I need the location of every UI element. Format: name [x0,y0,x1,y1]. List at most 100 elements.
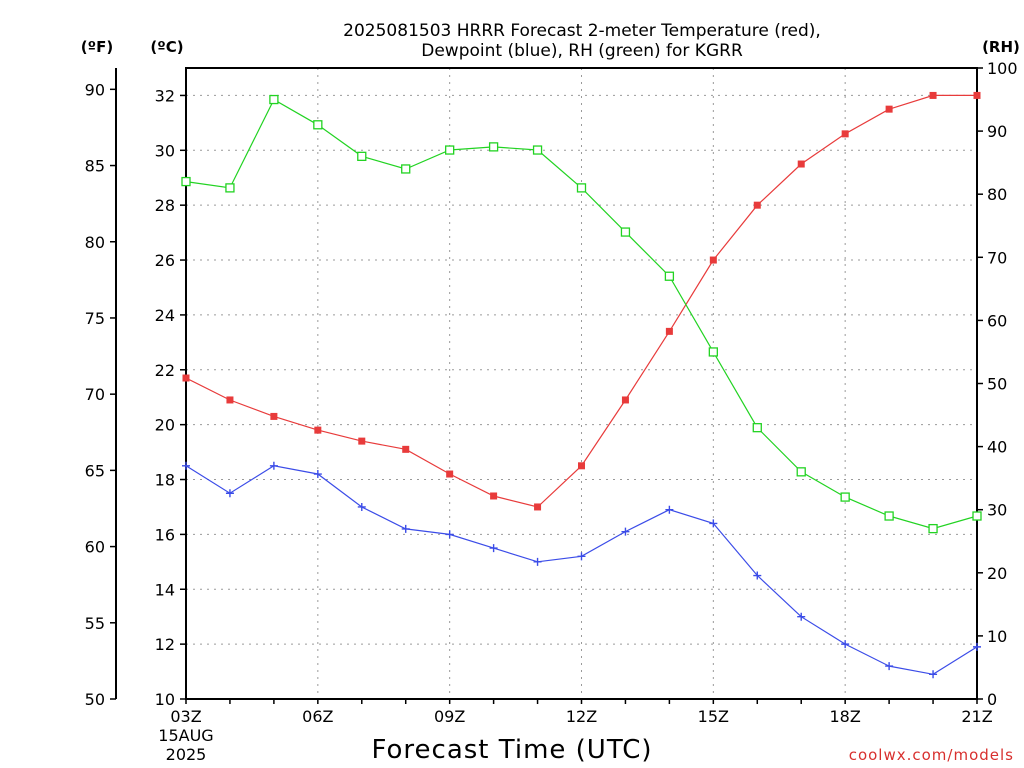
celsius-tick-label: 20 [155,416,175,435]
temperature-point [578,462,585,470]
fahrenheit-tick-label: 80 [85,233,105,252]
dewpoint-point [665,505,674,514]
temperature-point [358,437,366,445]
dewpoint-point [225,489,234,498]
dewpoint-point [621,527,630,536]
rh-point [181,176,191,187]
rh-tick-label: 30 [987,501,1007,520]
chart-title-line-1: 2025081503 HRRR Forecast 2-meter Tempera… [343,21,821,41]
temperature-point [753,201,761,209]
temperature-point [534,503,542,511]
dewpoint-point [885,662,894,671]
credit-link[interactable]: coolwx.com/models [849,746,1014,764]
temperature-point [709,256,717,264]
rh-point [488,142,499,152]
dewpoint-point [445,530,454,539]
celsius-tick-label: 24 [155,306,175,325]
temperature-point [490,492,498,500]
fahrenheit-tick-label: 75 [85,309,105,328]
dewpoint-point [313,470,322,479]
x-start-date-label: 15AUG [158,726,213,745]
x-tick-label: 12Z [566,707,597,726]
rh-point [884,511,894,521]
rh-point [357,151,367,161]
dewpoint-point [753,571,762,580]
rh-tick-label: 10 [987,627,1007,646]
x-tick-label: 15Z [698,707,729,726]
rh-tick-label: 100 [987,59,1018,78]
rh-tick-label: 0 [987,690,997,709]
tick-labels: 10 12 14 16 18 20 22 24 26 28 30 32 50 55 60 65 70 75 80 85… [85,59,1018,726]
dewpoint-point [533,557,542,566]
dewpoint-point [797,612,806,621]
dewpoint-point [489,544,498,553]
rh-point [532,145,543,155]
dewpoint-point [709,519,718,528]
rh-tick-label: 20 [987,564,1007,583]
rh-tick-label: 40 [987,438,1007,457]
rh-point [796,467,806,477]
axes [110,67,983,704]
temperature-point [446,470,454,478]
temperature-point [314,426,322,434]
fahrenheit-tick-label: 70 [85,385,105,404]
temperature-point [402,445,410,453]
fahrenheit-tick-label: 50 [85,690,105,709]
temperature-point [885,105,893,113]
rh-point [445,145,455,155]
x-axis-title: Forecast Time (UTC) [371,735,652,765]
rh-unit-label: (RH) [982,38,1020,56]
temperature-point [621,396,629,404]
data-series [181,91,982,679]
temperature-point [841,130,849,138]
temperature-point [929,91,937,99]
rh-point [269,94,279,105]
celsius-tick-label: 16 [155,525,175,544]
chart-title: 2025081503 HRRR Forecast 2-meter Tempera… [343,21,821,61]
rh-point [225,183,235,193]
rh-point [928,523,938,534]
temperature-point [270,412,278,420]
dewpoint-point [577,552,586,561]
rh-point [313,120,323,130]
temperature-point [973,91,981,99]
celsius-unit-label: (ºC) [150,38,183,56]
temperature-series-line [185,94,977,508]
celsius-tick-label: 18 [155,471,175,490]
x-tick-label: 09Z [434,707,465,726]
celsius-tick-label: 14 [155,580,175,599]
fahrenheit-tick-label: 90 [85,80,105,99]
gridlines [186,68,977,699]
x-tick-label: 06Z [302,707,333,726]
temperature-point [226,396,234,404]
rh-point [576,183,587,193]
rh-point [664,271,675,281]
rh-tick-label: 70 [987,248,1007,267]
rh-point [972,511,982,521]
dewpoint-point [841,640,850,649]
dewpoint-point [973,642,981,651]
x-tick-label: 03Z [170,707,201,726]
celsius-tick-label: 26 [155,251,175,270]
x-start-year-label: 2025 [166,745,207,764]
fahrenheit-unit-label: (ºF) [81,38,113,56]
temperature-point [797,160,805,168]
celsius-tick-label: 10 [155,690,175,709]
dewpoint-point [269,461,278,470]
rh-point [708,347,718,357]
x-tick-label: 21Z [961,707,992,726]
dewpoint-point [401,524,410,533]
rh-point [840,492,850,502]
rh-tick-label: 60 [987,311,1007,330]
temperature-point [665,327,673,335]
fahrenheit-tick-label: 60 [85,538,105,557]
celsius-tick-label: 12 [155,635,175,654]
temperature-point [182,374,190,382]
celsius-tick-label: 28 [155,196,175,215]
celsius-tick-label: 30 [155,141,175,160]
rh-tick-label: 90 [987,122,1007,141]
rh-point [752,423,762,433]
celsius-tick-label: 22 [155,361,175,380]
dewpoint-point [929,670,938,679]
